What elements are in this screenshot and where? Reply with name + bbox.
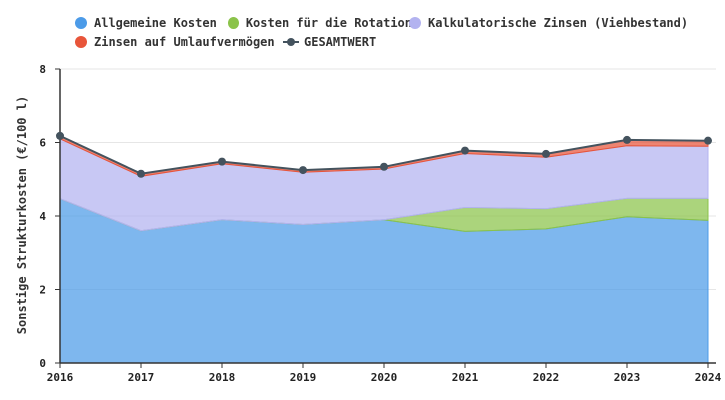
legend-allgemeine-kosten-swatch xyxy=(75,17,87,29)
total-line-layer xyxy=(56,131,712,178)
x-tick-label-2017: 2017 xyxy=(128,371,155,384)
y-tick-label-0: 0 xyxy=(39,357,46,370)
total-point-2022 xyxy=(542,149,550,158)
total-point-2020 xyxy=(380,162,388,171)
legend-kalkulatorische-zinsen[interactable]: Kalkulatorische Zinsen (Viehbestand) xyxy=(409,16,688,30)
total-point-2023 xyxy=(623,135,631,144)
legend-kosten-rotation[interactable]: Kosten für die Rotation xyxy=(228,16,412,30)
x-tick-label-2024: 2024 xyxy=(695,371,722,384)
y-tick-label-8: 8 xyxy=(39,63,46,76)
total-point-2019 xyxy=(299,166,307,175)
x-tick-label-2023: 2023 xyxy=(614,371,641,384)
x-tick-label-2016: 2016 xyxy=(47,371,74,384)
legend-gesamtwert-marker xyxy=(283,36,299,48)
x-tick-label-2020: 2020 xyxy=(371,371,398,384)
y-tick-label-2: 2 xyxy=(39,284,46,297)
x-tick-label-2022: 2022 xyxy=(533,371,560,384)
legend-allgemeine-kosten[interactable]: Allgemeine Kosten xyxy=(75,16,217,30)
total-point-2018 xyxy=(218,157,226,166)
legend-kalkulatorische-zinsen-label: Kalkulatorische Zinsen (Viehbestand) xyxy=(428,16,689,30)
x-tick-label-2018: 2018 xyxy=(209,371,236,384)
legend-kosten-rotation-swatch xyxy=(228,17,239,29)
legend-zinsen-umlaufvermoegen-label: Zinsen auf Umlaufvermögen xyxy=(94,35,275,49)
area-layer xyxy=(59,135,709,364)
total-point-2021 xyxy=(461,146,469,155)
total-point-2016 xyxy=(56,131,64,140)
legend-zinsen-umlaufvermoegen-swatch xyxy=(75,36,87,48)
legend-allgemeine-kosten-label: Allgemeine Kosten xyxy=(94,16,217,30)
y-axis-title: Sonstige Strukturkosten (€/100 l) xyxy=(15,96,29,334)
tick-label-layer: 0 2 4 6 8 2016 2017 2018 2019 2020 2021 2022 2023 202… xyxy=(39,63,721,384)
y-tick-label-4: 4 xyxy=(39,210,46,223)
x-tick-label-2021: 2021 xyxy=(452,371,479,384)
total-point-2017 xyxy=(137,169,145,178)
legend-kosten-rotation-label: Kosten für die Rotation xyxy=(245,16,412,30)
axis-layer xyxy=(55,68,716,368)
y-tick-label-6: 6 xyxy=(39,137,46,150)
total-point-2024 xyxy=(704,136,712,145)
legend-zinsen-umlaufvermoegen[interactable]: Zinsen auf Umlaufvermögen xyxy=(75,35,275,49)
legend-kalkulatorische-zinsen-swatch xyxy=(409,17,421,29)
x-tick-label-2019: 2019 xyxy=(290,371,317,384)
legend-gesamtwert-label: GESAMTWERT xyxy=(304,35,377,49)
legend-gesamtwert[interactable]: GESAMTWERT xyxy=(283,35,376,49)
